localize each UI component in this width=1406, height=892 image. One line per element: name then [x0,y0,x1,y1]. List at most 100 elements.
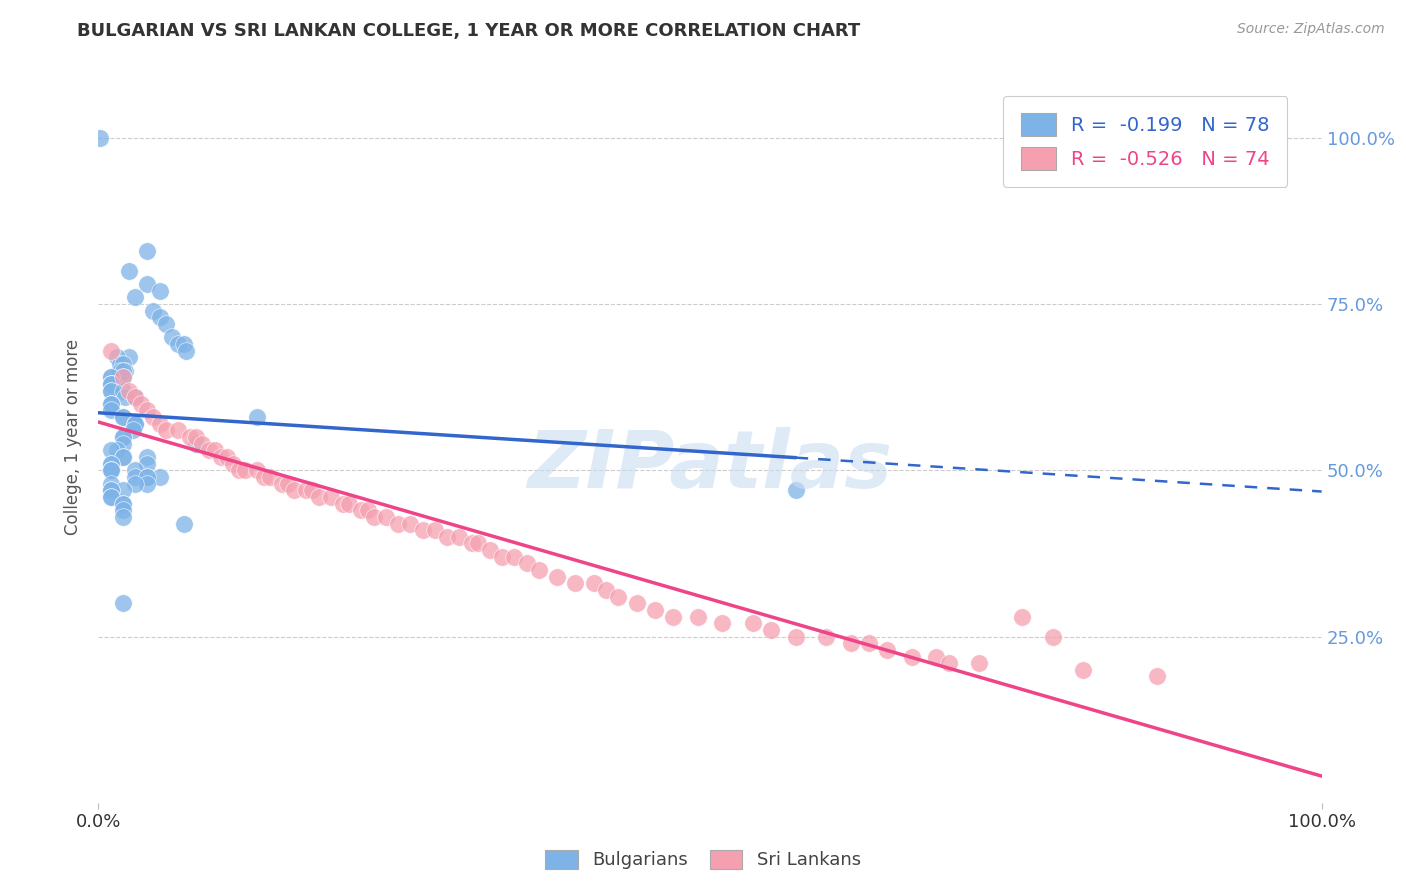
Point [111,410,134,425]
Point [124,390,146,404]
Point [114,390,136,404]
Point [100,490,122,504]
Point [129,397,152,411]
Point [319,490,342,504]
Point [901,649,924,664]
Point [100,397,122,411]
Point [967,656,990,670]
Point [215,450,238,464]
Point [136,450,159,464]
Legend: R =  -0.199   N = 78, R =  -0.526   N = 74: R = -0.199 N = 78, R = -0.526 N = 74 [1004,95,1288,187]
Point [136,403,159,417]
Point [124,470,146,484]
Point [110,363,132,377]
Point [308,490,330,504]
Point [142,410,165,425]
Point [149,284,172,298]
Point [111,503,134,517]
Point [332,497,354,511]
Point [350,503,373,517]
Point [356,503,378,517]
Point [111,596,134,610]
Point [111,497,134,511]
Point [209,450,232,464]
Point [111,370,134,384]
Point [478,543,501,558]
Point [89,131,111,145]
Point [118,384,141,398]
Point [100,463,122,477]
Point [100,370,122,384]
Point [197,443,219,458]
Point [118,351,141,365]
Point [259,470,281,484]
Point [938,656,960,670]
Point [515,557,537,571]
Point [100,463,122,477]
Point [374,509,396,524]
Point [142,303,165,318]
Point [222,457,245,471]
Point [761,623,783,637]
Point [925,649,948,664]
Point [136,470,159,484]
Point [100,483,122,498]
Point [246,410,269,425]
Point [124,417,146,431]
Point [124,417,146,431]
Point [100,397,122,411]
Point [582,576,605,591]
Point [277,476,299,491]
Point [228,463,250,477]
Point [149,417,172,431]
Point [295,483,318,498]
Point [111,357,134,371]
Point [387,516,409,531]
Point [179,430,201,444]
Point [858,636,880,650]
Point [491,549,513,564]
Point [100,376,122,391]
Point [105,443,128,458]
Point [337,497,360,511]
Point [111,410,134,425]
Point [105,351,128,365]
Text: ZIPatlas: ZIPatlas [527,427,893,506]
Text: BULGARIAN VS SRI LANKAN COLLEGE, 1 YEAR OR MORE CORRELATION CHART: BULGARIAN VS SRI LANKAN COLLEGE, 1 YEAR … [77,22,860,40]
Point [111,384,134,398]
Point [100,476,122,491]
Point [111,450,134,464]
Point [423,523,446,537]
Point [546,570,568,584]
Point [100,384,122,398]
Point [149,310,172,325]
Point [155,424,177,438]
Point [815,630,838,644]
Point [176,343,198,358]
Point [124,417,146,431]
Point [283,483,305,498]
Point [149,470,172,484]
Point [100,457,122,471]
Point [607,590,630,604]
Point [233,463,256,477]
Point [741,616,763,631]
Point [100,370,122,384]
Point [100,403,122,417]
Y-axis label: College, 1 year or more: College, 1 year or more [65,339,83,535]
Point [460,536,482,550]
Point [100,483,122,498]
Point [111,430,134,444]
Point [839,636,862,650]
Point [136,277,159,292]
Point [711,616,734,631]
Point [111,363,134,377]
Point [124,290,146,304]
Point [1042,630,1064,644]
Point [449,530,471,544]
Point [100,384,122,398]
Point [124,476,146,491]
Point [1011,609,1033,624]
Point [363,509,385,524]
Point [124,390,146,404]
